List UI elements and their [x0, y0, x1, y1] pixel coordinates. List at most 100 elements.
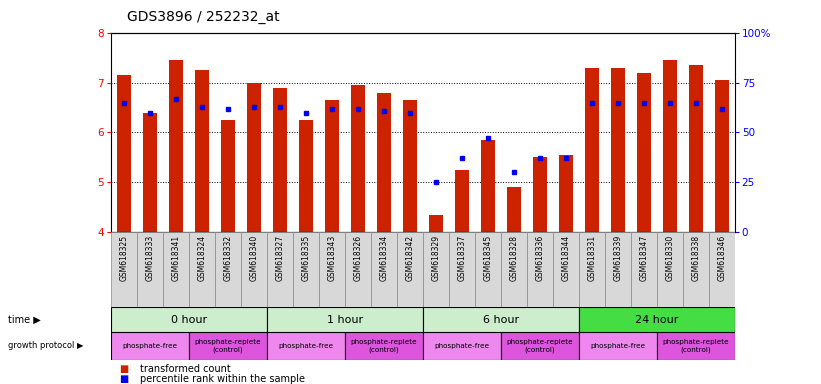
Text: GSM618346: GSM618346 [718, 235, 727, 281]
Text: GSM618344: GSM618344 [562, 235, 571, 281]
FancyBboxPatch shape [267, 232, 293, 307]
FancyBboxPatch shape [293, 232, 319, 307]
Text: GSM618338: GSM618338 [691, 235, 700, 281]
Text: GSM618333: GSM618333 [145, 235, 154, 281]
FancyBboxPatch shape [111, 307, 267, 332]
Bar [273, 88, 287, 232]
FancyBboxPatch shape [345, 332, 423, 360]
FancyBboxPatch shape [449, 232, 475, 307]
Bar [195, 70, 209, 232]
Text: GDS3896 / 252232_at: GDS3896 / 252232_at [127, 10, 280, 23]
Text: ■: ■ [119, 374, 128, 384]
Text: phosphate-free: phosphate-free [122, 343, 177, 349]
Text: GSM618336: GSM618336 [535, 235, 544, 281]
Text: GSM618324: GSM618324 [197, 235, 206, 281]
Text: GSM618329: GSM618329 [431, 235, 440, 281]
FancyBboxPatch shape [397, 232, 423, 307]
Bar [636, 73, 651, 232]
Text: 0 hour: 0 hour [171, 314, 207, 325]
FancyBboxPatch shape [657, 232, 683, 307]
Bar [402, 100, 417, 232]
Bar [246, 83, 261, 232]
FancyBboxPatch shape [579, 307, 735, 332]
Text: GSM618335: GSM618335 [301, 235, 310, 281]
FancyBboxPatch shape [657, 332, 735, 360]
FancyBboxPatch shape [475, 232, 501, 307]
Text: 6 hour: 6 hour [483, 314, 519, 325]
Text: GSM618326: GSM618326 [353, 235, 362, 281]
Text: GSM618337: GSM618337 [457, 235, 466, 281]
Text: GSM618340: GSM618340 [250, 235, 259, 281]
FancyBboxPatch shape [267, 332, 345, 360]
FancyBboxPatch shape [683, 232, 709, 307]
FancyBboxPatch shape [709, 232, 735, 307]
FancyBboxPatch shape [579, 232, 605, 307]
Text: phosphate-replete
(control): phosphate-replete (control) [663, 339, 729, 353]
Text: phosphate-replete
(control): phosphate-replete (control) [351, 339, 417, 353]
Text: phosphate-free: phosphate-free [590, 343, 645, 349]
FancyBboxPatch shape [553, 232, 579, 307]
Text: transformed count: transformed count [140, 364, 231, 374]
Text: phosphate-free: phosphate-free [434, 343, 489, 349]
Bar [299, 120, 313, 232]
Text: phosphate-replete
(control): phosphate-replete (control) [507, 339, 573, 353]
Text: GSM618332: GSM618332 [223, 235, 232, 281]
FancyBboxPatch shape [215, 232, 241, 307]
FancyBboxPatch shape [631, 232, 657, 307]
Text: phosphate-free: phosphate-free [278, 343, 333, 349]
Text: ■: ■ [119, 364, 128, 374]
FancyBboxPatch shape [267, 307, 423, 332]
FancyBboxPatch shape [501, 332, 579, 360]
Text: 24 hour: 24 hour [635, 314, 678, 325]
Bar [507, 187, 521, 232]
Text: time ▶: time ▶ [8, 314, 41, 325]
Text: GSM618345: GSM618345 [484, 235, 493, 281]
Text: GSM618339: GSM618339 [613, 235, 622, 281]
Bar [377, 93, 391, 232]
Text: GSM618341: GSM618341 [172, 235, 181, 281]
Text: GSM618327: GSM618327 [275, 235, 284, 281]
Text: GSM618347: GSM618347 [640, 235, 649, 281]
Bar [480, 140, 495, 232]
Text: GSM618330: GSM618330 [665, 235, 674, 281]
Bar [429, 215, 443, 232]
Bar [663, 60, 677, 232]
Text: GSM618331: GSM618331 [587, 235, 596, 281]
FancyBboxPatch shape [423, 307, 579, 332]
Text: GSM618343: GSM618343 [328, 235, 337, 281]
FancyBboxPatch shape [189, 232, 215, 307]
Text: GSM618328: GSM618328 [509, 235, 518, 281]
Bar [143, 113, 157, 232]
Bar [455, 170, 469, 232]
FancyBboxPatch shape [163, 232, 189, 307]
Bar [689, 65, 703, 232]
Bar [714, 80, 729, 232]
Bar [585, 68, 599, 232]
Text: percentile rank within the sample: percentile rank within the sample [140, 374, 305, 384]
Bar [117, 75, 131, 232]
Bar [558, 155, 573, 232]
Bar [533, 157, 547, 232]
Bar [221, 120, 235, 232]
FancyBboxPatch shape [423, 332, 501, 360]
FancyBboxPatch shape [319, 232, 345, 307]
FancyBboxPatch shape [189, 332, 267, 360]
FancyBboxPatch shape [579, 332, 657, 360]
FancyBboxPatch shape [111, 332, 189, 360]
Bar [611, 68, 625, 232]
FancyBboxPatch shape [241, 232, 267, 307]
Bar [168, 60, 183, 232]
FancyBboxPatch shape [371, 232, 397, 307]
Bar [351, 85, 365, 232]
FancyBboxPatch shape [423, 232, 449, 307]
Text: GSM618342: GSM618342 [406, 235, 415, 281]
Text: growth protocol ▶: growth protocol ▶ [8, 341, 84, 351]
FancyBboxPatch shape [137, 232, 163, 307]
Text: phosphate-replete
(control): phosphate-replete (control) [195, 339, 261, 353]
FancyBboxPatch shape [345, 232, 371, 307]
FancyBboxPatch shape [501, 232, 527, 307]
Text: GSM618325: GSM618325 [119, 235, 128, 281]
FancyBboxPatch shape [527, 232, 553, 307]
Text: GSM618334: GSM618334 [379, 235, 388, 281]
FancyBboxPatch shape [111, 232, 137, 307]
